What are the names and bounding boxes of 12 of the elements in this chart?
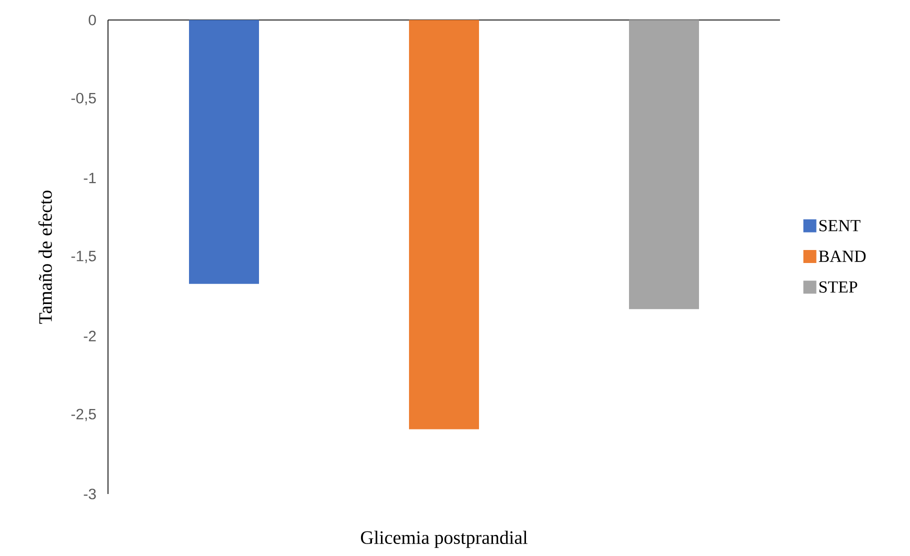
y-tick-label: -0,5 bbox=[71, 92, 96, 106]
legend-label: BAND bbox=[818, 250, 866, 262]
y-tick-label: -1 bbox=[84, 172, 96, 184]
y-tick-label: -1,5 bbox=[71, 250, 96, 264]
y-tick-label: -2,5 bbox=[71, 408, 96, 422]
legend-label: SENT bbox=[819, 220, 860, 232]
y-tick-label: 0 bbox=[88, 14, 96, 26]
x-axis-title: Glicemia postprandial bbox=[360, 530, 528, 548]
legend-label: STEP bbox=[819, 281, 858, 293]
y-tick-label: -3 bbox=[84, 488, 96, 500]
y-tick-label: -2 bbox=[84, 330, 96, 342]
y-axis-title: Tamaño de efecto bbox=[38, 190, 52, 324]
